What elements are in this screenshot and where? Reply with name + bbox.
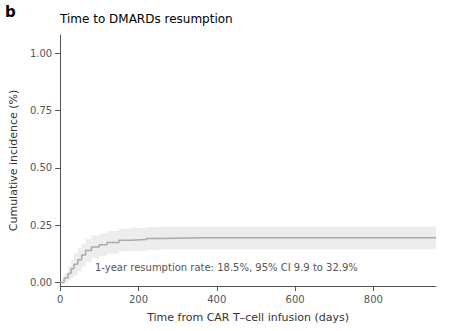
svg-text:b: b bbox=[5, 3, 16, 21]
svg-text:800: 800 bbox=[364, 294, 383, 305]
svg-text:0.00: 0.00 bbox=[30, 277, 52, 288]
svg-text:Time to DMARDs resumption: Time to DMARDs resumption bbox=[59, 12, 233, 26]
svg-text:Cumulative incidence (%): Cumulative incidence (%) bbox=[7, 90, 20, 231]
svg-text:Time from CAR T–cell infusion: Time from CAR T–cell infusion (days) bbox=[146, 311, 349, 324]
svg-text:1-year resumption rate: 18.5%,: 1-year resumption rate: 18.5%, 95% CI 9.… bbox=[95, 262, 358, 273]
svg-text:0.25: 0.25 bbox=[30, 220, 52, 231]
svg-text:0.50: 0.50 bbox=[30, 162, 52, 173]
svg-text:200: 200 bbox=[129, 294, 148, 305]
svg-text:400: 400 bbox=[207, 294, 226, 305]
svg-text:1.00: 1.00 bbox=[30, 48, 52, 59]
svg-text:0.75: 0.75 bbox=[30, 105, 52, 116]
svg-text:0: 0 bbox=[57, 294, 63, 305]
svg-text:600: 600 bbox=[286, 294, 305, 305]
